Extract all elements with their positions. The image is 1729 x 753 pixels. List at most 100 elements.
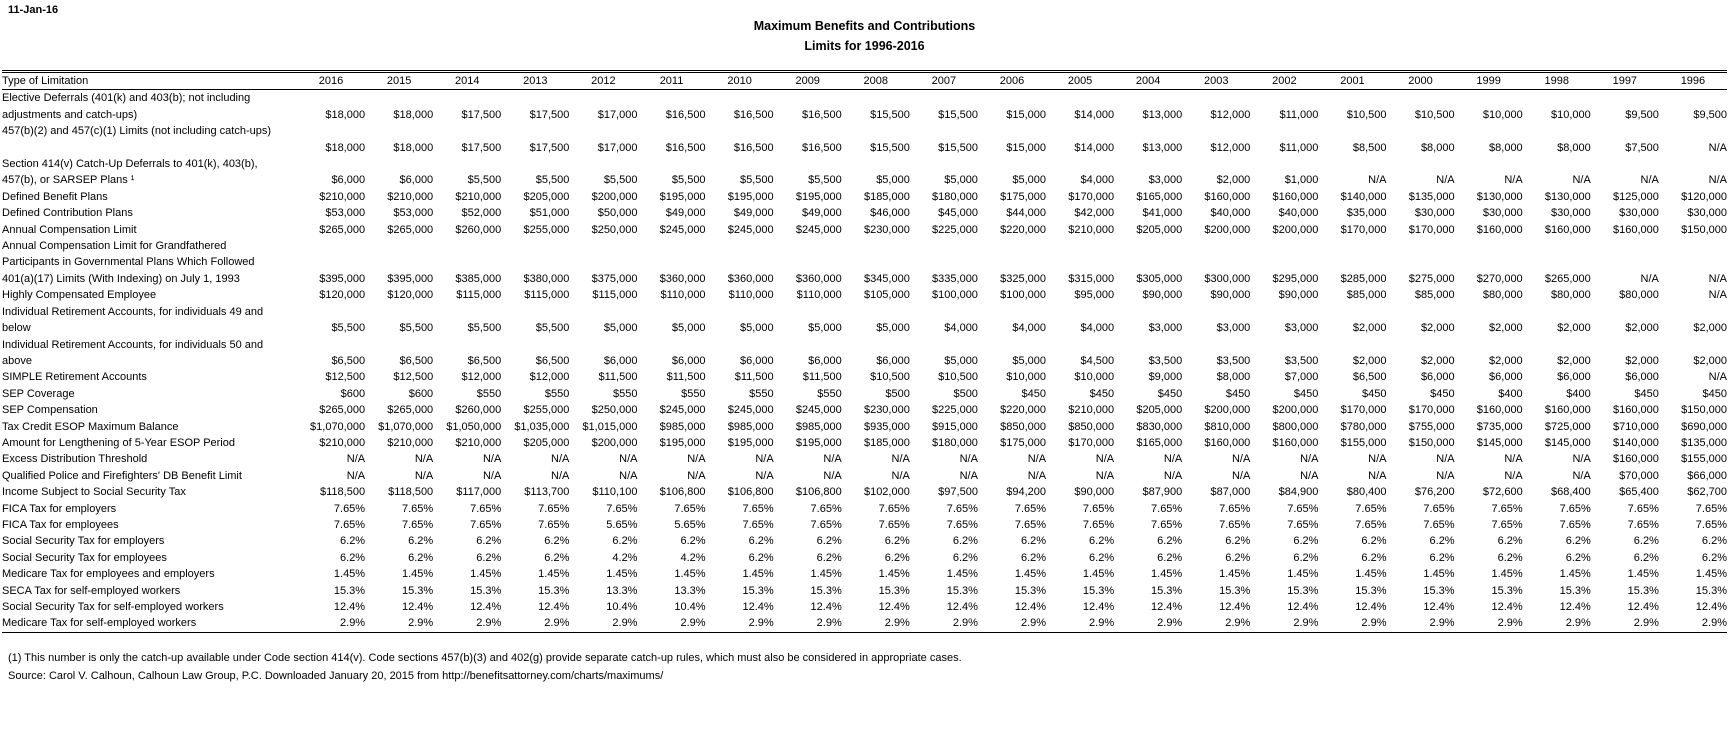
value-cell-2003: 6.2% [1225, 535, 1251, 548]
value-cell-2000: 6.2% [1429, 551, 1455, 564]
row-label: FICA Tax for employers [2, 502, 117, 515]
value-cell-2004: $450 [1157, 387, 1183, 400]
table-row: Elective Deferrals (401(k) and 403(b); n… [2, 90, 1727, 123]
table-row: SEP Coverage $600 $600 $550 $550 $550 $550 $550… [2, 386, 1727, 402]
value-cell-2016: $265,000 [319, 223, 366, 236]
value-cell-2010: $195,000 [727, 190, 774, 203]
value-cell-1998: 1.45% [1559, 568, 1591, 581]
value-cell-1997: $30,000 [1619, 207, 1659, 220]
value-cell-2013: 12.4% [538, 601, 570, 613]
value-cell-1997: 12.4% [1627, 601, 1659, 613]
value-cell-2002: 7.65% [1287, 518, 1319, 531]
value-cell-2012: $17,000 [597, 108, 638, 121]
value-cell-2014: 12.4% [470, 601, 502, 613]
value-cell-2016: $6,500 [331, 354, 366, 367]
value-cell-2001: $10,500 [1346, 108, 1387, 121]
value-cell-2006: $325,000 [1000, 272, 1047, 285]
value-cell-2012: $1,015,000 [582, 420, 638, 433]
value-cell-2016: $18,000 [325, 141, 366, 154]
value-cell-2007: 12.4% [946, 601, 978, 613]
value-cell-2005: N/A [1095, 469, 1115, 482]
value-cell-2016: 7.65% [333, 502, 366, 515]
value-cell-2002: $7,000 [1284, 371, 1319, 384]
value-cell-2006: 7.65% [1014, 518, 1047, 531]
row-label: Annual Compensation Limit [2, 223, 137, 236]
value-cell-1997: $80,000 [1619, 289, 1659, 302]
value-cell-2006: $220,000 [1000, 223, 1047, 236]
value-cell-2007: 6.2% [952, 551, 978, 564]
value-cell-1996: N/A [1708, 272, 1727, 285]
value-cell-2006: $175,000 [1000, 436, 1047, 449]
value-cell-2003: 7.65% [1219, 502, 1251, 515]
value-cell-2008: 2.9% [884, 617, 910, 630]
value-cell-2011: $195,000 [659, 190, 706, 203]
column-header-year-2000: 2000 [1408, 75, 1433, 87]
value-cell-2015: 12.4% [401, 601, 434, 613]
value-cell-2002: $3,500 [1284, 354, 1319, 367]
row-label: Individual Retirement Accounts, for indi… [2, 338, 264, 367]
value-cell-2012: $110,100 [592, 486, 638, 499]
value-cell-2009: $195,000 [795, 436, 842, 449]
value-cell-1997: $160,000 [1612, 404, 1659, 417]
table-row: SEP Compensation $265,000 $265,000 $260,000… [2, 402, 1727, 418]
value-cell-2005: 1.45% [1082, 568, 1115, 581]
row-label: Excess Distribution Threshold [2, 453, 148, 466]
column-header-year-1996: 1996 [1680, 75, 1706, 87]
value-cell-2001: $285,000 [1340, 272, 1387, 285]
value-cell-2003: $200,000 [1204, 223, 1251, 236]
value-cell-2007: $5,000 [944, 174, 978, 187]
table-row: Medicare Tax for employees and employers… [2, 566, 1727, 582]
value-cell-1996: $150,000 [1681, 223, 1727, 236]
value-cell-1997: 7.65% [1627, 502, 1659, 515]
row-label: Defined Contribution Plans [2, 207, 133, 220]
value-cell-2014: 1.45% [470, 568, 502, 581]
value-cell-1997: $6,000 [1625, 371, 1659, 384]
value-cell-2001: 2.9% [1361, 617, 1387, 630]
value-cell-2004: 6.2% [1157, 535, 1183, 548]
value-cell-2007: $10,500 [938, 371, 978, 384]
value-cell-1999: $8,000 [1489, 141, 1523, 154]
value-cell-1996: N/A [1708, 371, 1727, 384]
value-cell-2005: N/A [1095, 453, 1115, 466]
value-cell-2013: 2.9% [544, 617, 570, 630]
value-cell-2005: 15.3% [1082, 584, 1115, 597]
value-cell-2000: 1.45% [1423, 568, 1455, 581]
value-cell-2013: $5,500 [535, 322, 570, 335]
value-cell-2015: $53,000 [393, 207, 434, 220]
value-cell-2008: $15,500 [870, 141, 910, 154]
value-cell-2011: $11,500 [666, 371, 706, 384]
row-label: Highly Compensated Employee [2, 289, 157, 302]
value-cell-1999: $80,000 [1482, 289, 1523, 302]
value-cell-2003: $8,000 [1216, 371, 1251, 384]
value-cell-2001: $80,400 [1346, 486, 1387, 499]
value-cell-2007: 2.9% [952, 617, 978, 630]
value-cell-2000: $6,000 [1420, 371, 1455, 384]
value-cell-1996: N/A [1708, 289, 1727, 302]
value-cell-2003: $3,000 [1216, 322, 1251, 335]
value-cell-2003: $450 [1225, 387, 1251, 400]
value-cell-2014: N/A [482, 469, 502, 482]
value-cell-2016: $210,000 [319, 436, 366, 449]
column-header-year-2005: 2005 [1067, 75, 1093, 87]
value-cell-2002: 1.45% [1287, 568, 1319, 581]
column-header-year-2002: 2002 [1272, 75, 1297, 87]
value-cell-1997: $125,000 [1612, 190, 1659, 203]
value-cell-2004: $90,000 [1142, 289, 1183, 302]
value-cell-1996: $30,000 [1687, 207, 1727, 220]
value-cell-2003: $160,000 [1204, 190, 1251, 203]
value-cell-2005: 7.65% [1082, 518, 1115, 531]
value-cell-2012: 6.2% [612, 535, 638, 548]
value-cell-2015: $395,000 [387, 272, 434, 285]
value-cell-2000: $76,200 [1414, 486, 1455, 499]
value-cell-2009: $16,500 [801, 108, 842, 121]
value-cell-2009: $245,000 [795, 223, 842, 236]
value-cell-2005: 7.65% [1082, 502, 1115, 515]
value-cell-2002: 7.65% [1287, 502, 1319, 515]
value-cell-2002: 6.2% [1293, 535, 1319, 548]
value-cell-2008: 15.3% [878, 584, 910, 597]
value-cell-1997: N/A [1640, 272, 1659, 285]
value-cell-1996: N/A [1708, 141, 1727, 154]
value-cell-1998: 15.3% [1559, 584, 1591, 597]
value-cell-2001: $8,500 [1352, 141, 1387, 154]
value-cell-2016: 12.4% [333, 601, 366, 613]
